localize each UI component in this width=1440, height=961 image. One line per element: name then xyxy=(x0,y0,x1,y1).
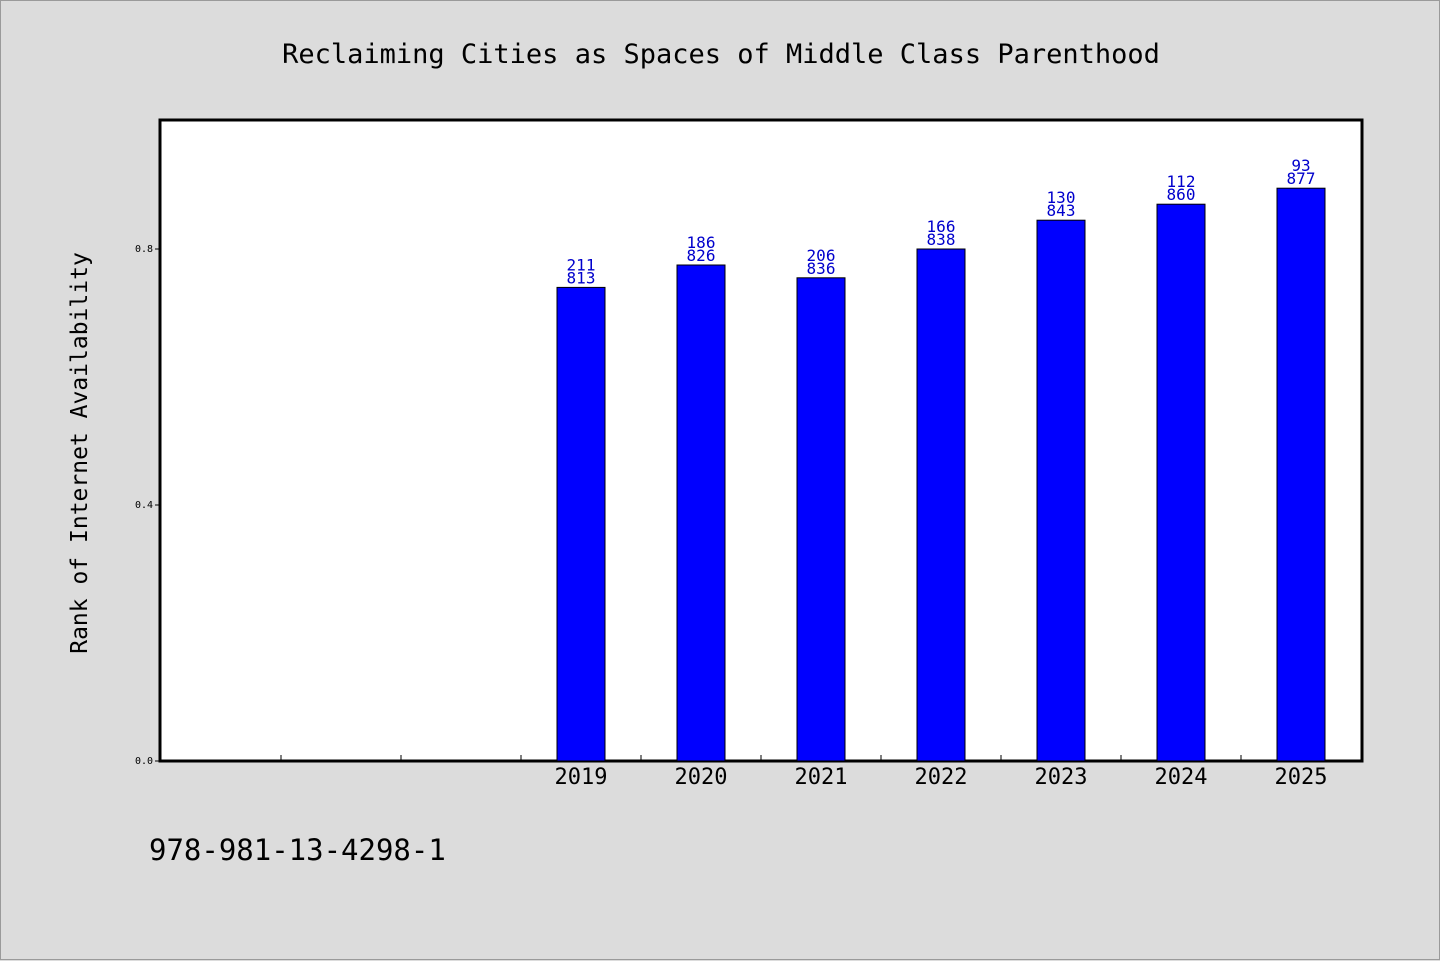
x-tick-label: 2019 xyxy=(555,765,608,790)
bar-label-upper: 211 xyxy=(567,255,596,274)
bar-2020 xyxy=(676,264,726,762)
bar-label-upper: 186 xyxy=(687,233,716,252)
bar-2023 xyxy=(1036,219,1086,762)
bar-label-upper: 93 xyxy=(1291,156,1310,175)
x-tick-label: 2020 xyxy=(675,765,728,790)
isbn-code: 978-981-13-4298-1 xyxy=(149,833,446,867)
bar-label-lower: 836 xyxy=(807,259,836,278)
y-axis-label: Rank of Internet Availability xyxy=(67,252,93,654)
bar-label-upper: 206 xyxy=(807,246,836,265)
bar-label-lower: 877 xyxy=(1287,169,1316,188)
ticks-layer: 0.0 0.4 0.8 2019 2020 2021 2022 2023 2024 2025 xyxy=(135,244,1328,790)
bar-label-lower: 826 xyxy=(687,246,716,265)
bar-label-upper: 130 xyxy=(1047,188,1076,207)
y-tick-label: 0.4 xyxy=(135,500,153,511)
bar-label-lower: 813 xyxy=(567,268,596,287)
y-tick-label: 0.0 xyxy=(135,756,153,767)
x-tick-label: 2021 xyxy=(795,765,848,790)
bar-label-upper: 166 xyxy=(927,217,956,236)
bar-label-lower: 838 xyxy=(927,230,956,249)
x-tick-label: 2023 xyxy=(1035,765,1088,790)
bar-2021 xyxy=(796,277,846,762)
x-tick-label: 2022 xyxy=(915,765,968,790)
x-tick-label: 2025 xyxy=(1275,765,1328,790)
bar-2019 xyxy=(556,286,606,762)
bar-2024 xyxy=(1156,203,1206,762)
chart-title: Reclaiming Cities as Spaces of Middle Cl… xyxy=(282,39,1160,70)
bar-label-upper: 112 xyxy=(1167,172,1196,191)
bar-label-lower: 860 xyxy=(1167,185,1196,204)
bar-label-lower: 843 xyxy=(1047,201,1076,220)
bar-2025 xyxy=(1276,187,1326,762)
x-tick-label: 2024 xyxy=(1155,765,1208,790)
bar-2022 xyxy=(916,248,966,762)
y-tick-label: 0.8 xyxy=(135,244,153,255)
